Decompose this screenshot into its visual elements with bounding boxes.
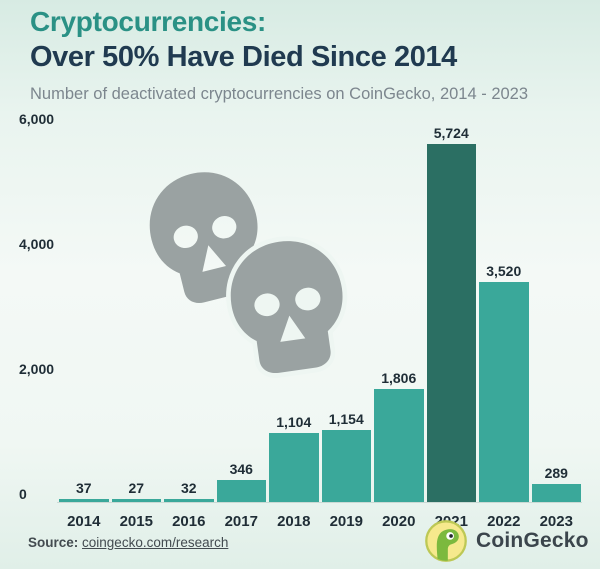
x-axis-label-2018: 2018 [277, 513, 311, 530]
bar-2019 [321, 429, 371, 502]
bar-column-2015: 27 2015 [111, 102, 161, 530]
bar-value-label: 1,806 [381, 370, 417, 387]
x-axis-label-2015: 2015 [119, 513, 153, 530]
bar-column-2018: 1,104 2018 [269, 102, 319, 530]
bar-chart: 37 2014 27 2015 32 2016 346 2017 1,104 2018 1,154 2… [59, 102, 581, 530]
y-axis-label-0: 0 [19, 486, 27, 502]
bar-2014 [59, 499, 109, 502]
x-axis-label-2022: 2022 [487, 513, 521, 530]
bar-column-2022: 3,520 2022 [479, 102, 529, 530]
page-title-main: Over 50% Have Died Since 2014 [30, 41, 457, 73]
source-link[interactable]: coingecko.com/research [82, 535, 229, 550]
x-axis-baseline [57, 502, 582, 503]
bar-value-label: 289 [544, 464, 568, 481]
bar-column-2020: 1,806 2020 [374, 102, 424, 530]
bar-value-label: 1,104 [276, 414, 312, 430]
bar-2016 [164, 499, 214, 502]
bar-column-2021: 5,7242021 [426, 102, 476, 530]
bar-2023 [531, 483, 581, 502]
bar-column-2019: 1,154 2019 [321, 102, 371, 530]
y-axis-label-4000: 4,000 [19, 236, 55, 252]
page-title-accent: Cryptocurrencies: [30, 6, 267, 37]
brand-name: CoinGecko [476, 529, 589, 552]
x-axis-label-2019: 2019 [329, 513, 363, 530]
chart-subtitle: Number of deactivated cryptocurrencies o… [30, 85, 529, 103]
bar-value-label: 27 [128, 480, 145, 496]
bar-value-label: 1,154 [328, 410, 364, 427]
y-axis-label-2000: 2,000 [19, 361, 55, 377]
bar-2015 [111, 499, 161, 502]
x-axis-label-2023: 2023 [539, 513, 573, 530]
bar-2021 [426, 144, 476, 502]
bar-column-2014: 37 2014 [59, 102, 109, 530]
coingecko-logo: CoinGecko [424, 519, 589, 563]
x-axis-label-2014: 2014 [67, 513, 101, 530]
source-label: Source: [28, 535, 79, 550]
bar-2018 [269, 433, 319, 502]
bar-value-label: 32 [180, 480, 197, 496]
bar-2022 [479, 282, 529, 502]
source-line: Source: coingecko.com/research [28, 535, 228, 550]
bar-value-label: 346 [229, 461, 253, 478]
bar-2020 [374, 389, 424, 502]
coingecko-gecko-icon [425, 520, 467, 562]
bar-value-label: 37 [75, 480, 92, 496]
bar-2017 [216, 480, 266, 502]
bar-column-2016: 32 2016 [164, 102, 214, 530]
x-axis-label-2017: 2017 [224, 513, 258, 530]
x-axis-label-2016: 2016 [172, 513, 206, 530]
bar-value-label: 3,520 [486, 263, 522, 279]
bar-column-2017: 346 2017 [216, 102, 266, 530]
bar-column-2023: 289 2023 [531, 102, 581, 530]
x-axis-label-2020: 2020 [382, 513, 416, 530]
y-axis-label-6000: 6,000 [19, 111, 55, 127]
bar-value-label: 5,724 [433, 125, 469, 142]
